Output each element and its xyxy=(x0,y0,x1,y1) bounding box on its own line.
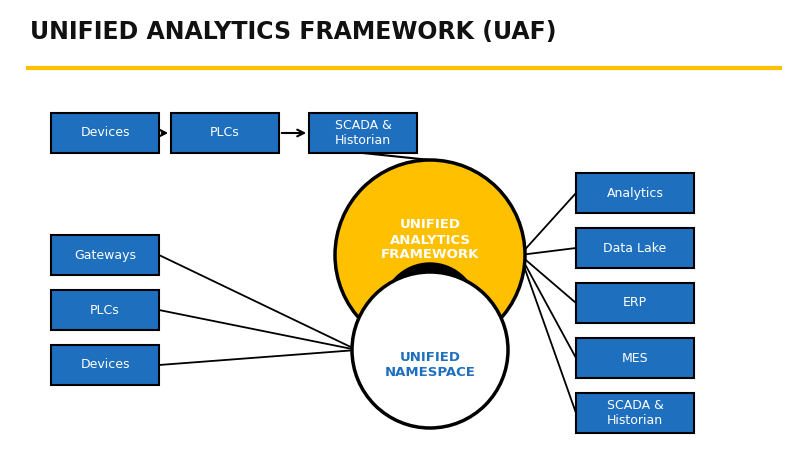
FancyBboxPatch shape xyxy=(51,290,159,330)
FancyBboxPatch shape xyxy=(171,113,279,153)
FancyBboxPatch shape xyxy=(51,235,159,275)
Text: ERP: ERP xyxy=(623,297,647,310)
Text: Devices: Devices xyxy=(80,126,130,140)
Circle shape xyxy=(352,272,508,428)
Text: MES: MES xyxy=(622,351,648,364)
Text: UNIFIED
ANALYTICS
FRAMEWORK: UNIFIED ANALYTICS FRAMEWORK xyxy=(381,219,479,261)
FancyBboxPatch shape xyxy=(576,228,694,268)
Text: Data Lake: Data Lake xyxy=(603,242,666,255)
FancyBboxPatch shape xyxy=(576,283,694,323)
FancyBboxPatch shape xyxy=(576,393,694,433)
Text: Analytics: Analytics xyxy=(606,186,663,199)
Text: Devices: Devices xyxy=(80,359,130,372)
Text: Gateways: Gateways xyxy=(74,248,136,261)
Circle shape xyxy=(335,160,525,350)
Text: PLCs: PLCs xyxy=(90,303,120,316)
Circle shape xyxy=(382,263,478,359)
FancyBboxPatch shape xyxy=(51,113,159,153)
Text: SCADA &
Historian: SCADA & Historian xyxy=(334,119,391,147)
Text: UNIFIED ANALYTICS FRAMEWORK (UAF): UNIFIED ANALYTICS FRAMEWORK (UAF) xyxy=(30,20,557,44)
Text: SHARED
STRUCTURE
& EVENTS: SHARED STRUCTURE & EVENTS xyxy=(402,296,458,326)
FancyBboxPatch shape xyxy=(576,338,694,378)
FancyBboxPatch shape xyxy=(576,173,694,213)
FancyBboxPatch shape xyxy=(51,345,159,385)
Text: PLCs: PLCs xyxy=(210,126,240,140)
Text: UNIFIED
NAMESPACE: UNIFIED NAMESPACE xyxy=(385,351,475,379)
Text: SCADA &
Historian: SCADA & Historian xyxy=(606,399,663,427)
FancyBboxPatch shape xyxy=(309,113,417,153)
